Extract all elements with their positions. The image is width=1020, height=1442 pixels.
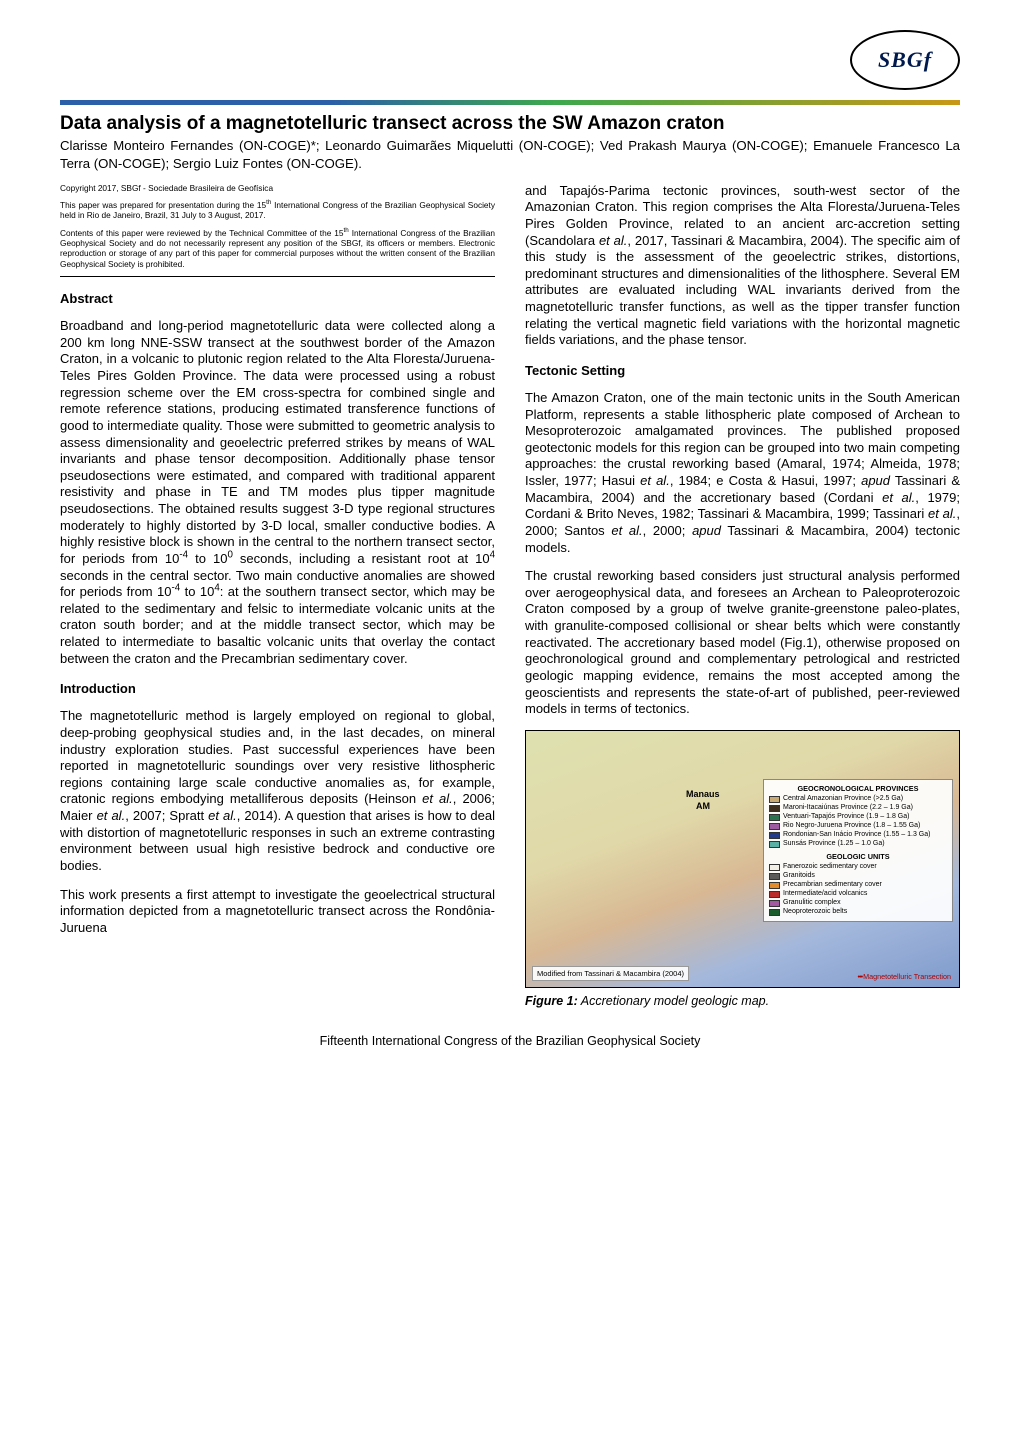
legend-item: Central Amazonian Province (>2.5 Ga) — [769, 795, 947, 803]
legend-swatch-icon — [769, 814, 780, 821]
legend-item: Ventuari-Tapajós Province (1.9 – 1.8 Ga) — [769, 813, 947, 821]
legend-swatch-icon — [769, 882, 780, 889]
right-column: and Tapajós-Parima tectonic provinces, s… — [525, 183, 960, 1008]
legend-swatch-icon — [769, 909, 780, 916]
heading-introduction: Introduction — [60, 681, 495, 696]
body-columns: Copyright 2017, SBGf - Sociedade Brasile… — [60, 183, 960, 1008]
legend-swatch-icon — [769, 891, 780, 898]
legend-item: Sunsás Province (1.25 – 1.0 Ga) — [769, 840, 947, 848]
legend-item-label: Granulitic complex — [783, 899, 841, 907]
abstract-paragraph: Broadband and long-period magnetotelluri… — [60, 318, 495, 667]
presented-note: This paper was prepared for presentation… — [60, 200, 495, 221]
paper-title: Data analysis of a magnetotelluric trans… — [60, 113, 960, 135]
legend-item-label: Neoproterozoic belts — [783, 908, 847, 916]
legend-item: Fanerozoic sedimentary cover — [769, 863, 947, 871]
figure-1-caption-text: Accretionary model geologic map. — [578, 994, 769, 1008]
figure-1-transect-label: ••• Magnetotelluric Transection — [858, 972, 951, 981]
heading-abstract: Abstract — [60, 291, 495, 306]
legend-item-label: Sunsás Province (1.25 – 1.0 Ga) — [783, 840, 885, 848]
sbgf-logo-text: SBGf — [878, 47, 932, 73]
legend-swatch-icon — [769, 900, 780, 907]
legend-item-label: Granitoids — [783, 872, 815, 880]
legend-item: Granitoids — [769, 872, 947, 880]
logo-row: SBGf — [60, 30, 960, 90]
legend-item-label: Fanerozoic sedimentary cover — [783, 863, 877, 871]
legend-provinces-title: GEOCRONOLOGICAL PROVINCES — [769, 784, 947, 793]
left-column: Copyright 2017, SBGf - Sociedade Brasile… — [60, 183, 495, 1008]
page-footer: Fifteenth International Congress of the … — [60, 1034, 960, 1048]
transect-label-text: Magnetotelluric Transection — [863, 972, 951, 981]
legend-item: Neoproterozoic belts — [769, 908, 947, 916]
legend-swatch-icon — [769, 864, 780, 871]
legend-item-label: Intermediate/acid volcanics — [783, 890, 867, 898]
legend-item: Rio Negro-Juruena Province (1.8 – 1.55 G… — [769, 822, 947, 830]
tectonic-para-1: The Amazon Craton, one of the main tecto… — [525, 390, 960, 556]
figure-1-caption: Figure 1: Accretionary model geologic ma… — [525, 994, 960, 1008]
legend-item-label: Rio Negro-Juruena Province (1.8 – 1.55 G… — [783, 822, 920, 830]
figure-1-credit: Modified from Tassinari & Macambira (200… — [532, 966, 689, 981]
legend-item-label: Rondonian-San Inácio Province (1.55 – 1.… — [783, 831, 930, 839]
intro-para-1: The magnetotelluric method is largely em… — [60, 708, 495, 874]
legend-item: Precambrian sedimentary cover — [769, 881, 947, 889]
legend-units-list: Fanerozoic sedimentary coverGranitoidsPr… — [769, 863, 947, 916]
heading-tectonic: Tectonic Setting — [525, 363, 960, 378]
legend-swatch-icon — [769, 841, 780, 848]
legend-item: Rondonian-San Inácio Province (1.55 – 1.… — [769, 831, 947, 839]
figure-1-legend: GEOCRONOLOGICAL PROVINCES Central Amazon… — [763, 779, 953, 922]
intro-para-2: This work presents a first attempt to in… — [60, 887, 495, 937]
legend-swatch-icon — [769, 823, 780, 830]
figure-1-map: Manaus AM GEOCRONOLOGICAL PROVINCES Centr… — [525, 730, 960, 988]
map-label: Manaus — [686, 789, 720, 799]
legend-swatch-icon — [769, 796, 780, 803]
figure-1: Manaus AM GEOCRONOLOGICAL PROVINCES Centr… — [525, 730, 960, 1008]
fineprint-rule — [60, 276, 495, 277]
legend-item: Granulitic complex — [769, 899, 947, 907]
legend-swatch-icon — [769, 873, 780, 880]
legend-item-label: Maroni-Itacaiúnas Province (2.2 – 1.9 Ga… — [783, 804, 913, 812]
col2-lead-para: and Tapajós-Parima tectonic provinces, s… — [525, 183, 960, 349]
legend-item-label: Central Amazonian Province (>2.5 Ga) — [783, 795, 903, 803]
legend-item-label: Ventuari-Tapajós Province (1.9 – 1.8 Ga) — [783, 813, 909, 821]
sbgf-logo: SBGf — [850, 30, 960, 90]
map-label: AM — [696, 801, 710, 811]
legend-item: Intermediate/acid volcanics — [769, 890, 947, 898]
figure-1-caption-num: Figure 1: — [525, 994, 578, 1008]
paper-authors: Clarisse Monteiro Fernandes (ON-COGE)*; … — [60, 137, 960, 173]
legend-units-title: GEOLOGIC UNITS — [769, 852, 947, 861]
legend-item: Maroni-Itacaiúnas Province (2.2 – 1.9 Ga… — [769, 804, 947, 812]
review-note: Contents of this paper were reviewed by … — [60, 228, 495, 269]
copyright-line: Copyright 2017, SBGf - Sociedade Brasile… — [60, 183, 495, 193]
legend-item-label: Precambrian sedimentary cover — [783, 881, 882, 889]
tectonic-para-2: The crustal reworking based considers ju… — [525, 568, 960, 718]
logo-stripe — [60, 100, 960, 105]
legend-swatch-icon — [769, 805, 780, 812]
legend-provinces-list: Central Amazonian Province (>2.5 Ga)Maro… — [769, 795, 947, 848]
legend-swatch-icon — [769, 832, 780, 839]
